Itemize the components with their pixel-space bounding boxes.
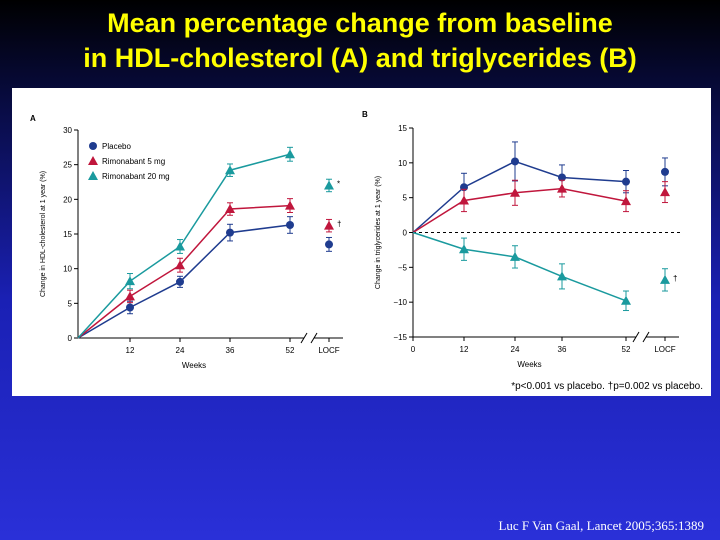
panel-b-y-tick-label: 5 (403, 194, 408, 203)
panel-b-rimonabant-20-mg-point (510, 251, 520, 261)
panel-a-rimonabant-20-mg-point (175, 241, 185, 251)
panel-a-y-tick-label: 10 (63, 265, 72, 274)
panel-b-y-tick-label: 15 (398, 124, 407, 133)
panel-a-x-tick-label: 52 (286, 346, 295, 355)
panel-a-legend-marker (89, 142, 97, 150)
panel-a-rimonabant-5-mg-point (285, 200, 295, 210)
panel-a-x-tick-label: LOCF (318, 346, 339, 355)
figure-panel: A 0 5 10 15 20 25 30 Change in HDL-cholesterol a… (12, 88, 711, 396)
panel-a-axis-break-2 (310, 332, 318, 344)
panel-a-rimonabant-5-mg-point (225, 204, 235, 214)
panel-a-legend-label: Placebo (102, 142, 131, 151)
panel-a-rimonabant-5-mg-locf-point (324, 220, 334, 230)
slide-title: Mean percentage change from baseline in … (0, 6, 720, 76)
panel-b-rimonabant-20-mg-line (412, 231, 627, 302)
panel-a-x-axis-label: Weeks (182, 361, 206, 370)
panel-a-rimonabant-5-mg-point (175, 260, 185, 270)
panel-a-x-tick-label: 24 (176, 346, 185, 355)
panel-b-y-tick-label: −10 (393, 298, 407, 307)
panel-b-x-tick-label: 52 (622, 345, 631, 354)
panel-b-y-tick-label: 10 (398, 159, 407, 168)
panel-b-placebo-locf-point (661, 167, 669, 176)
panel-a-axis-break-1 (300, 332, 308, 344)
panel-a-y-tick-label: 15 (63, 230, 72, 239)
panel-b-x-tick-label: 36 (558, 345, 567, 354)
panel-a-rimonabant-20-mg-locf-annotation: * (337, 179, 340, 188)
panel-b-rimonabant-5-mg-point (459, 195, 469, 205)
panel-a-y-tick-label: 5 (68, 299, 73, 308)
panel-b-x-tick-label: 12 (460, 345, 469, 354)
panel-b-rimonabant-5-mg-point (621, 196, 631, 206)
panel-a-rimonabant-5-mg-point (125, 291, 135, 301)
panel-b-y-tick-label: 0 (403, 229, 408, 238)
panel-b-x-axis-label: Weeks (517, 360, 541, 369)
panel-a-legend-label: Rimonabant 20 mg (102, 172, 170, 181)
panel-a-legend-marker (88, 156, 98, 165)
slide-title-line-2: in HDL-cholesterol (A) and triglycerides… (83, 43, 637, 73)
panel-a-legend-marker (88, 171, 98, 180)
panel-b-placebo-point (558, 173, 566, 182)
panel-a-rimonabant-20-mg-locf-point (324, 180, 334, 190)
panel-b-y-tick-label: −15 (393, 333, 407, 342)
panel-a-letter: A (30, 114, 36, 123)
panel-a-y-tick-label: 25 (63, 161, 72, 170)
panel-a-y-tick-label: 30 (63, 126, 72, 135)
panel-a-placebo-line (77, 224, 291, 339)
panel-a-rimonabant-20-mg-point (225, 165, 235, 175)
panel-b-rimonabant-5-mg-point (557, 183, 567, 193)
panel-b-rimonabant-5-mg-line (412, 187, 627, 234)
panel-b-letter: B (362, 110, 368, 119)
panel-b-x-tick-label: LOCF (654, 345, 675, 354)
panel-a-y-axis-label: Change in HDL-cholesterol at 1 year (%) (40, 171, 47, 297)
panel-a-x-tick-label: 36 (226, 346, 235, 355)
panel-a-rimonabant-20-mg-line (77, 153, 291, 339)
panel-b-axis-break-1 (632, 331, 640, 343)
panel-a-x-tick-label: 12 (126, 346, 135, 355)
panel-a-placebo-point (226, 228, 234, 237)
citation: Luc F Van Gaal, Lancet 2005;365:1389 (498, 518, 704, 533)
panel-a-rimonabant-5-mg-locf-annotation: † (337, 220, 341, 229)
panel-b-y-axis-label: Change in triglycerides at 1 year (%) (375, 176, 382, 289)
panel-b-y-tick-label: −5 (398, 263, 408, 272)
panel-b-axis-break-2 (642, 331, 650, 343)
panel-a-placebo-point (126, 303, 134, 312)
panel-b-x-tick-label: 0 (411, 345, 416, 354)
panel-b-rimonabant-5-mg-point (510, 187, 520, 197)
panel-b-rimonabant-20-mg-locf-point (660, 274, 670, 284)
panel-a-placebo-locf-point (325, 240, 333, 249)
panel-b-rimonabant-20-mg-locf-annotation: † (673, 274, 677, 283)
panel-b-rimonabant-5-mg-locf-point (660, 187, 670, 197)
panel-a-placebo-point (176, 277, 184, 286)
footnote: *p<0.001 vs placebo. †p=0.002 vs placebo… (511, 381, 703, 392)
panel-b-rimonabant-20-mg-point (459, 244, 469, 254)
panel-a-rimonabant-20-mg-point (285, 149, 295, 159)
panel-b-placebo-point (511, 157, 519, 166)
panel-a-placebo-point (286, 220, 294, 229)
panel-a-rimonabant-20-mg-point (125, 276, 135, 286)
panel-b-placebo-line (412, 160, 627, 234)
panel-a-legend-label: Rimonabant 5 mg (102, 157, 165, 166)
chart-area: A 0 5 10 15 20 25 30 Change in HDL-cholesterol a… (30, 110, 681, 370)
panel-b-rimonabant-20-mg-point (557, 271, 567, 281)
panel-b-placebo-point (622, 177, 630, 186)
panel-b-x-tick-label: 24 (511, 345, 520, 354)
panel-a-y-tick-label: 0 (68, 334, 73, 343)
panel-a-rimonabant-5-mg-line (77, 204, 291, 339)
panel-b-rimonabant-20-mg-point (621, 295, 631, 305)
slide-title-line-1: Mean percentage change from baseline (107, 8, 613, 38)
panel-a-y-tick-label: 20 (63, 195, 72, 204)
